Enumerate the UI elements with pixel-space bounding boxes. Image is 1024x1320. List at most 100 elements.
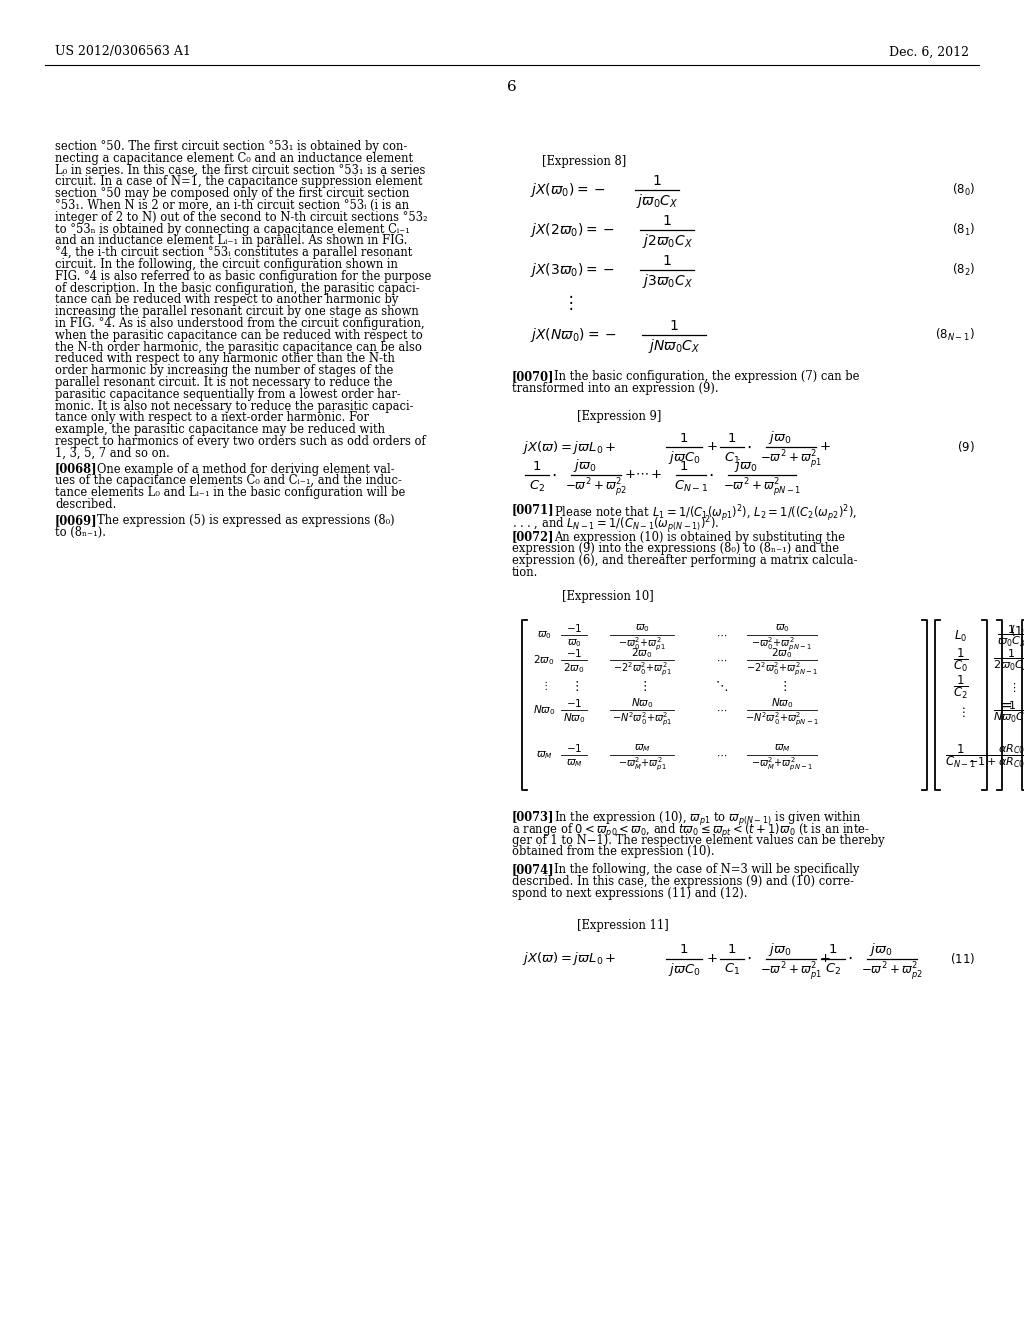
- Text: necting a capacitance element C₀ and an inductance element: necting a capacitance element C₀ and an …: [55, 152, 413, 165]
- Text: $jX(\varpi_0) = -$: $jX(\varpi_0) = -$: [530, 181, 606, 199]
- Text: $2\varpi_0$: $2\varpi_0$: [534, 653, 555, 667]
- Text: $\vdots$: $\vdots$: [956, 705, 966, 718]
- Text: [0074]: [0074]: [512, 863, 555, 876]
- Text: in FIG. °4. As is also understood from the circuit configuration,: in FIG. °4. As is also understood from t…: [55, 317, 425, 330]
- Text: $\varpi_0$: $\varpi_0$: [537, 630, 551, 642]
- Text: and an inductance element Lᵢ₋₁ in parallel. As shown in FIG.: and an inductance element Lᵢ₋₁ in parall…: [55, 235, 408, 247]
- Text: $+$: $+$: [706, 441, 718, 454]
- Text: $-\varpi_0^2{+}\varpi_{p1}^2$: $-\varpi_0^2{+}\varpi_{p1}^2$: [618, 635, 666, 652]
- Text: Dec. 6, 2012: Dec. 6, 2012: [889, 45, 969, 58]
- Text: $-1$: $-1$: [566, 647, 583, 659]
- Text: $+$: $+$: [819, 952, 830, 965]
- Text: $-1$: $-1$: [566, 742, 583, 754]
- Text: [0068]: [0068]: [55, 462, 97, 475]
- Text: 6: 6: [507, 81, 517, 94]
- Text: tance elements L₀ and Lᵢ₋₁ in the basic configuration will be: tance elements L₀ and Lᵢ₋₁ in the basic …: [55, 486, 406, 499]
- Text: . . . , and $L_{N-1}=1/(C_{N-1}(\omega_{p(N-1)})^2)$.: . . . , and $L_{N-1}=1/(C_{N-1}(\omega_{…: [512, 515, 720, 536]
- Text: parallel resonant circuit. It is not necessary to reduce the: parallel resonant circuit. It is not nec…: [55, 376, 392, 389]
- Text: [0070]: [0070]: [512, 370, 555, 383]
- Text: $N\varpi_0$: $N\varpi_0$: [532, 704, 555, 717]
- Text: $C_{N-1}$: $C_{N-1}$: [674, 478, 709, 494]
- Text: $j\varpi_0$: $j\varpi_0$: [734, 458, 758, 474]
- Text: $-2^2\varpi_0^2{+}\varpi_{pN-1}^2$: $-2^2\varpi_0^2{+}\varpi_{pN-1}^2$: [745, 660, 818, 677]
- Text: $\dfrac{1}{N\varpi_0 C_X}$: $\dfrac{1}{N\varpi_0 C_X}$: [993, 700, 1024, 725]
- Text: [0069]: [0069]: [55, 513, 97, 527]
- Text: when the parasitic capacitance can be reduced with respect to: when the parasitic capacitance can be re…: [55, 329, 423, 342]
- Text: $\cdot$: $\cdot$: [551, 466, 556, 483]
- Text: $j3\varpi_0C_X$: $j3\varpi_0C_X$: [641, 272, 692, 290]
- Text: $C_1$: $C_1$: [724, 962, 740, 977]
- Text: °53₁. When N is 2 or more, an i-th circuit section °53ᵢ (i is an: °53₁. When N is 2 or more, an i-th circu…: [55, 199, 410, 213]
- Text: L₀ in series. In this case, the first circuit section °53₁ is a series: L₀ in series. In this case, the first ci…: [55, 164, 425, 177]
- Text: [0071]: [0071]: [512, 503, 555, 516]
- Text: $1$: $1$: [679, 459, 688, 473]
- Text: US 2012/0306563 A1: US 2012/0306563 A1: [55, 45, 190, 58]
- Text: $j\varpi_0$: $j\varpi_0$: [768, 429, 792, 446]
- Text: $1$: $1$: [663, 214, 672, 228]
- Text: monic. It is also not necessary to reduce the parasitic capaci-: monic. It is also not necessary to reduc…: [55, 400, 414, 413]
- Text: described.: described.: [55, 498, 117, 511]
- Text: $\varpi_0$: $\varpi_0$: [774, 622, 790, 634]
- Text: $-\varpi^2+\varpi^2_{p2}$: $-\varpi^2+\varpi^2_{p2}$: [565, 477, 627, 498]
- Text: In the following, the case of N=3 will be specifically: In the following, the case of N=3 will b…: [554, 863, 859, 876]
- Text: [Expression 8]: [Expression 8]: [542, 154, 627, 168]
- Text: $\vdots$: $\vdots$: [1008, 681, 1016, 693]
- Text: example, the parasitic capacitance may be reduced with: example, the parasitic capacitance may b…: [55, 424, 385, 436]
- Text: $-\varpi^2+\varpi^2_{p1}$: $-\varpi^2+\varpi^2_{p1}$: [760, 960, 822, 982]
- Text: $-\varpi_M^2{+}\varpi_{p1}^2$: $-\varpi_M^2{+}\varpi_{p1}^2$: [617, 755, 667, 772]
- Text: [0073]: [0073]: [512, 810, 555, 822]
- Text: of description. In the basic configuration, the parasitic capaci-: of description. In the basic configurati…: [55, 281, 420, 294]
- Text: integer of 2 to N) out of the second to N-th circuit sections °53₂: integer of 2 to N) out of the second to …: [55, 211, 428, 224]
- Text: $C_2$: $C_2$: [825, 962, 841, 977]
- Text: °4, the i-th circuit section °53ᵢ constitutes a parallel resonant: °4, the i-th circuit section °53ᵢ consti…: [55, 247, 413, 259]
- Text: $jX(\varpi) = j\varpi L_0 +$: $jX(\varpi) = j\varpi L_0 +$: [522, 950, 616, 968]
- Text: $\cdot$: $\cdot$: [847, 950, 853, 968]
- Text: [Expression 9]: [Expression 9]: [577, 411, 662, 422]
- Text: $\cdot$: $\cdot$: [746, 950, 752, 968]
- Text: $\vdots$: $\vdots$: [638, 678, 646, 693]
- Text: section °50 may be composed only of the first circuit section: section °50 may be composed only of the …: [55, 187, 410, 201]
- Text: $\vdots$: $\vdots$: [569, 678, 579, 693]
- Text: $\dfrac{1}{C_0}$: $\dfrac{1}{C_0}$: [953, 645, 969, 675]
- Text: $jX(\varpi) = j\varpi L_0 +$: $jX(\varpi) = j\varpi L_0 +$: [522, 438, 616, 455]
- Text: [0072]: [0072]: [512, 531, 555, 544]
- Text: tion.: tion.: [512, 566, 539, 579]
- Text: $+$: $+$: [706, 952, 718, 965]
- Text: $\varpi_0$: $\varpi_0$: [635, 622, 649, 634]
- Text: the N-th order harmonic, the parasitic capacitance can be also: the N-th order harmonic, the parasitic c…: [55, 341, 422, 354]
- Text: $\dfrac{1}{C_2}$: $\dfrac{1}{C_2}$: [953, 673, 969, 701]
- Text: $-N^2\varpi_0^2{+}\varpi_{pN-1}^2$: $-N^2\varpi_0^2{+}\varpi_{pN-1}^2$: [745, 710, 819, 727]
- Text: $-1$: $-1$: [566, 622, 583, 634]
- Text: $\dfrac{1}{\varpi_0 C_X}$: $\dfrac{1}{\varpi_0 C_X}$: [997, 623, 1024, 648]
- Text: $j\varpi C_0$: $j\varpi C_0$: [668, 450, 700, 466]
- Text: obtained from the expression (10).: obtained from the expression (10).: [512, 845, 715, 858]
- Text: $jX(2\varpi_0) = -$: $jX(2\varpi_0) = -$: [530, 220, 614, 239]
- Text: $jN\varpi_0C_X$: $jN\varpi_0C_X$: [648, 337, 700, 355]
- Text: $\varpi_M$: $\varpi_M$: [634, 742, 650, 754]
- Text: tance can be reduced with respect to another harmonic by: tance can be reduced with respect to ano…: [55, 293, 398, 306]
- Text: $-2^2\varpi_0^2{+}\varpi_{p1}^2$: $-2^2\varpi_0^2{+}\varpi_{p1}^2$: [612, 660, 672, 677]
- Text: The expression (5) is expressed as expressions (8₀): The expression (5) is expressed as expre…: [97, 513, 394, 527]
- Text: expression (9) into the expressions (8₀) to (8ₙ₋₁) and the: expression (9) into the expressions (8₀)…: [512, 543, 839, 556]
- Text: $(8_1)$: $(8_1)$: [951, 222, 975, 238]
- Text: $j\varpi C_0$: $j\varpi C_0$: [668, 961, 700, 978]
- Text: $\varpi_M$: $\varpi_M$: [536, 750, 552, 760]
- Text: $L_0$: $L_0$: [954, 628, 968, 644]
- Text: $\vdots$: $\vdots$: [777, 678, 786, 693]
- Text: $j\varpi_0$: $j\varpi_0$: [768, 941, 792, 958]
- Text: $1$: $1$: [679, 432, 688, 445]
- Text: $1$: $1$: [532, 459, 542, 473]
- Text: order harmonic by increasing the number of stages of the: order harmonic by increasing the number …: [55, 364, 393, 378]
- Text: $1$: $1$: [670, 319, 679, 333]
- Text: ger of 1 to N−1). The respective element values can be thereby: ger of 1 to N−1). The respective element…: [512, 834, 885, 846]
- Text: [Expression 11]: [Expression 11]: [577, 919, 669, 932]
- Text: tance only with respect to a next-order harmonic. For: tance only with respect to a next-order …: [55, 412, 369, 425]
- Text: $j\varpi_0$: $j\varpi_0$: [869, 941, 893, 958]
- Text: $N\varpi_0$: $N\varpi_0$: [563, 711, 586, 725]
- Text: $\dfrac{1}{2\varpi_0 C_X}$: $\dfrac{1}{2\varpi_0 C_X}$: [993, 647, 1024, 673]
- Text: $\cdots$: $\cdots$: [717, 631, 728, 639]
- Text: $-N^2\varpi_0^2{+}\varpi_{p1}^2$: $-N^2\varpi_0^2{+}\varpi_{p1}^2$: [611, 710, 672, 727]
- Text: $-\varpi_M^2{+}\varpi_{pN-1}^2$: $-\varpi_M^2{+}\varpi_{pN-1}^2$: [751, 755, 813, 772]
- Text: respect to harmonics of every two orders such as odd orders of: respect to harmonics of every two orders…: [55, 436, 426, 447]
- Text: $j\varpi_0$: $j\varpi_0$: [573, 458, 597, 474]
